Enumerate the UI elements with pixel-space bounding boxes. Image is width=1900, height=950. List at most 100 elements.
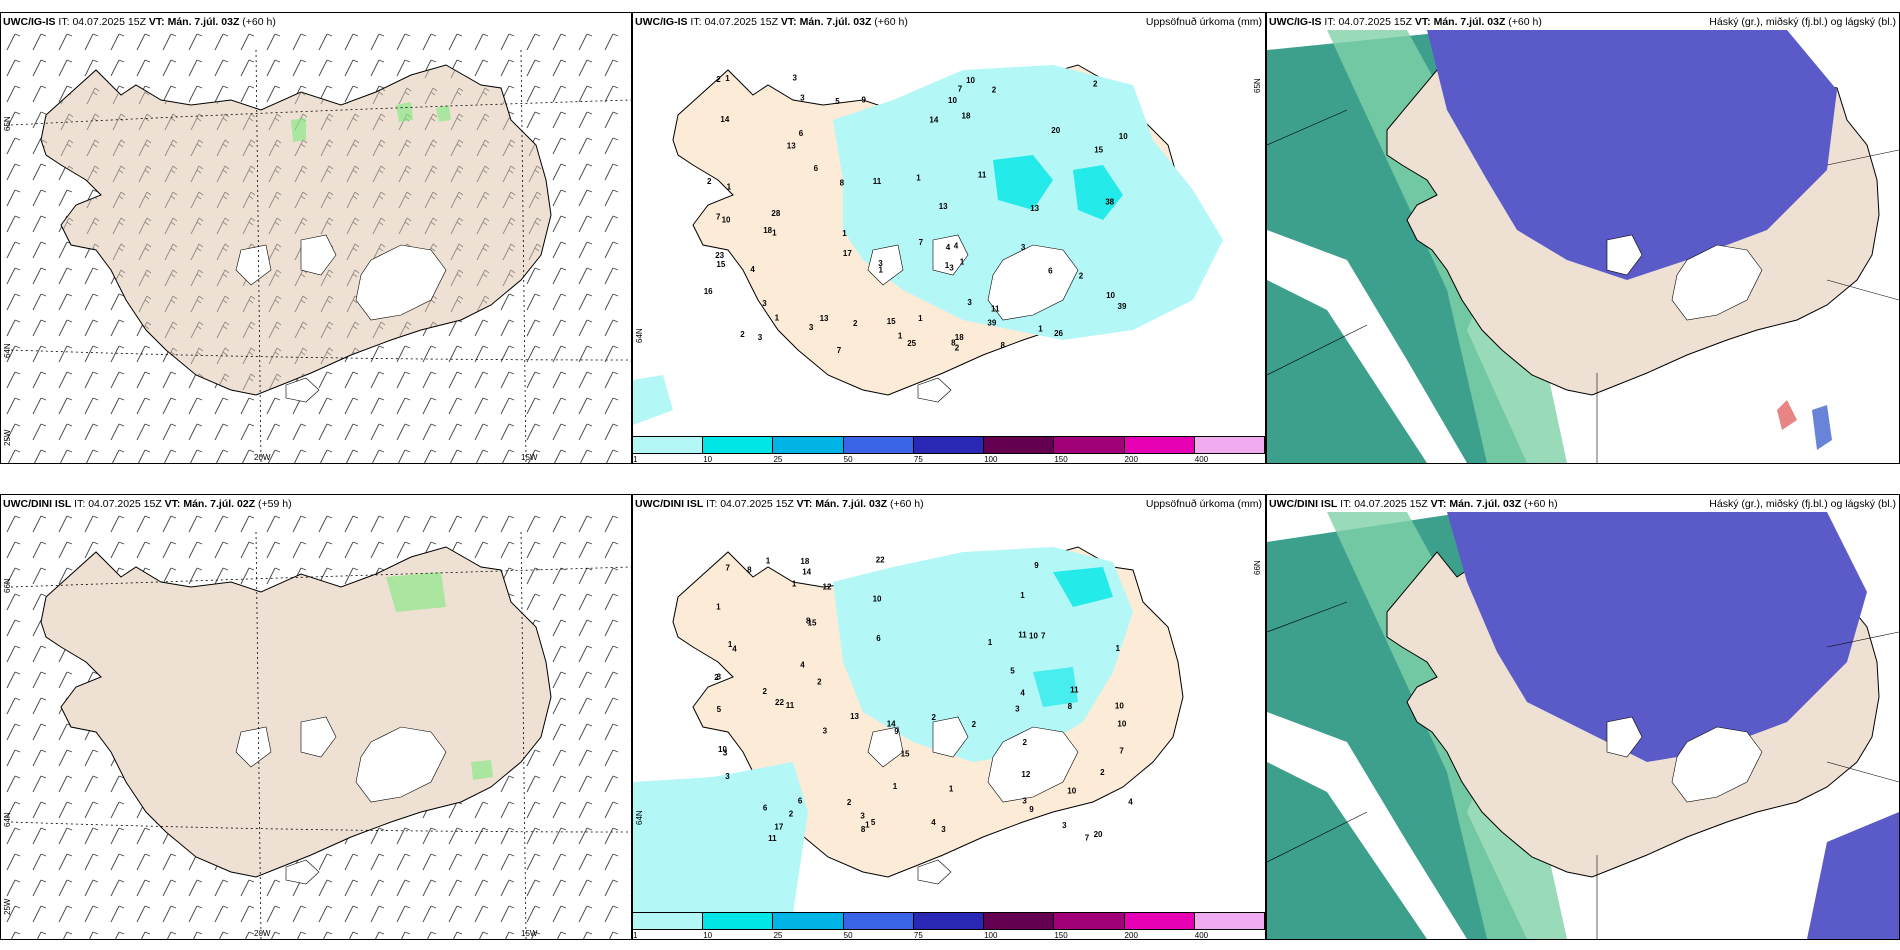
precip-value-label: 10 <box>1119 132 1128 141</box>
glaciers <box>235 716 447 885</box>
cloud-map <box>1267 30 1899 463</box>
precip-value-label: 11 <box>1018 631 1027 640</box>
precip-value-label: 1 <box>1020 591 1025 600</box>
precip-labels: 2322462832222927345107171112911121411104… <box>714 555 1133 843</box>
wind-panel-dini: UWC/DINI ISL IT: 04.07.2025 15Z VT: Mán.… <box>0 494 632 940</box>
precip-value-label: 22 <box>876 555 885 564</box>
lat-label: 64N <box>3 343 12 358</box>
colorbar-tick: 200 <box>1124 455 1138 464</box>
precip-value-label: 1 <box>918 314 923 323</box>
precip-value-label: 4 <box>732 644 737 653</box>
field-title: Háský (gr.), miðský (fj.bl.) og lágský (… <box>1709 16 1896 28</box>
precip-value-label: 11 <box>1070 686 1079 695</box>
colorbar-tick: 400 <box>1194 455 1209 464</box>
precip-value-label: 1 <box>1038 325 1043 334</box>
lon-label: 20W <box>254 929 271 938</box>
glaciers <box>1606 716 1763 803</box>
precip-value-label: 2 <box>789 810 794 819</box>
precip-value-label: 3 <box>823 727 828 736</box>
precip-value-label: 1 <box>728 640 733 649</box>
precip-value-label: 18 <box>955 333 964 342</box>
precip-value-label: 10 <box>873 595 882 604</box>
precip-value-label: 10 <box>718 745 727 754</box>
panel-header: UWC/DINI ISL IT: 04.07.2025 15Z VT: Mán.… <box>3 498 292 510</box>
precip-value-label: 9 <box>1029 805 1034 814</box>
precip-value-label: 1 <box>898 332 903 341</box>
colorbar-tick: 1 <box>633 455 638 464</box>
precip-value-label: 2 <box>853 319 858 328</box>
precip-value-label: 6 <box>799 129 804 138</box>
precip-value-label: 7 <box>726 564 731 573</box>
lon-label-edge: 25W <box>3 898 12 915</box>
precip-value-label: 20 <box>1094 830 1103 839</box>
precip-value-label: 7 <box>1041 631 1046 640</box>
precip-value-label: 11 <box>991 305 1000 314</box>
glaciers <box>867 234 1079 403</box>
colorbar-tick: 75 <box>913 931 923 940</box>
precip-value-label: 13 <box>939 202 948 211</box>
colorbar-cell <box>843 913 914 929</box>
colorbar-tick: 400 <box>1194 931 1209 940</box>
precip-value-label: 28 <box>771 209 780 218</box>
precip-value-label: 13 <box>850 712 859 721</box>
colorbar-tick: 150 <box>1054 931 1068 940</box>
precip-value-label: 1 <box>960 258 965 267</box>
precip-value-label: 6 <box>763 804 768 813</box>
precip-value-label: 2 <box>714 673 719 682</box>
field-title: Háský (gr.), miðský (fj.bl.) og lágský (… <box>1709 498 1896 510</box>
precip-value-label: 8 <box>951 339 956 348</box>
precip-value-label: 14 <box>720 115 729 124</box>
colorbar-cell <box>773 437 844 453</box>
colorbar-tick: 150 <box>1054 455 1068 464</box>
precip-value-label: 11 <box>786 701 795 710</box>
precip-value-label: 3 <box>860 812 865 821</box>
precip-value-label: 3 <box>941 825 946 834</box>
precip-value-label: 25 <box>907 339 916 348</box>
precip-value-label: 14 <box>802 567 811 576</box>
colorbar-cell <box>843 437 914 453</box>
lon-label: 20W <box>254 453 271 462</box>
precip-value-label: 15 <box>901 750 910 759</box>
precip-value-label: 13 <box>820 314 829 323</box>
panel-header: UWC/DINI ISL IT: 04.07.2025 15Z VT: Mán.… <box>635 498 924 510</box>
precip-value-label: 3 <box>717 672 722 681</box>
colorbar-cell <box>984 913 1055 929</box>
colorbar-tick: 75 <box>913 455 923 464</box>
precip-value-label: 3 <box>1062 821 1067 830</box>
precip-value-label: 2 <box>817 677 822 686</box>
green-patches <box>291 102 451 142</box>
precip-value-label: 7 <box>837 346 842 355</box>
precip-value-label: 14 <box>887 719 896 728</box>
precip-value-label: 10 <box>1115 702 1124 711</box>
panel-header: UWC/DINI ISL IT: 04.07.2025 15Z VT: Mán.… <box>1269 498 1558 510</box>
precip-value-label: 5 <box>835 97 840 106</box>
precip-value-label: 7 <box>716 212 721 221</box>
colorbar-tick: 10 <box>703 931 713 940</box>
colorbar-cell <box>1124 437 1195 453</box>
colorbar-cell <box>1124 913 1195 929</box>
precip-value-label: 8 <box>840 178 845 187</box>
precip-value-label: 1 <box>949 784 954 793</box>
precip-value-label: 15 <box>716 260 725 269</box>
colorbar-tick: 50 <box>843 455 853 464</box>
precip-value-label: 8 <box>747 566 752 575</box>
precip-value-label: 4 <box>800 660 805 669</box>
lat-label: 65N <box>3 116 12 131</box>
precip-value-label: 2 <box>1100 768 1105 777</box>
precip-value-label: 1 <box>988 638 993 647</box>
precip-value-label: 4 <box>931 818 936 827</box>
precip-value-label: 5 <box>1010 666 1015 675</box>
precip-value-label: 17 <box>843 249 852 258</box>
precip-value-label: 6 <box>1048 267 1053 276</box>
colorbar-cell <box>633 913 704 929</box>
lon-label-edge: 25W <box>3 429 12 446</box>
precip-value-label: 10 <box>966 76 975 85</box>
wind-map <box>1 512 631 939</box>
iceland-land <box>40 546 552 878</box>
precip-value-label: 3 <box>723 748 728 757</box>
colorbar-cell <box>773 913 844 929</box>
wind-map: 20W <box>1 30 631 463</box>
panel-header: UWC/IG-IS IT: 04.07.2025 15Z VT: Mán. 7.… <box>3 16 276 28</box>
precip-value-label: 1 <box>792 580 797 589</box>
